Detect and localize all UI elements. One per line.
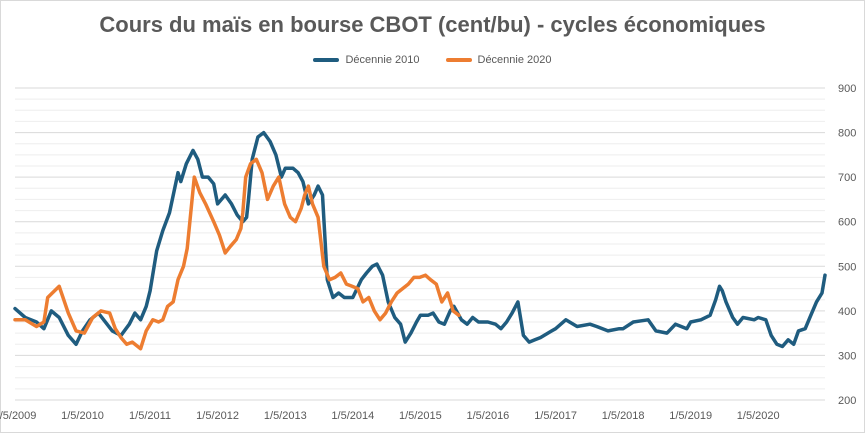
y-tick-label: 800: [838, 128, 856, 140]
y-tick-label: 500: [838, 261, 856, 273]
x-tick-label: 1/5/2013: [264, 410, 307, 422]
legend-item-series-2: Décennie 2020: [445, 54, 552, 66]
legend-label-series-1: Décennie 2010: [345, 54, 420, 66]
y-tick-label: 200: [838, 395, 856, 407]
x-tick-label: 1/5/2014: [331, 410, 374, 422]
x-tick-label: 1/5/2009: [0, 410, 36, 422]
y-tick-label: 900: [838, 83, 856, 95]
y-tick-label: 300: [838, 350, 856, 362]
y-axis-ticks: 200 300 400 500 600 700 800 900: [838, 83, 856, 407]
x-tick-label: 1/5/2017: [534, 410, 577, 422]
chart-legend: Décennie 2010 Décennie 2020: [0, 54, 865, 66]
x-tick-label: 1/5/2019: [669, 410, 712, 422]
legend-swatch-series-2: [445, 58, 472, 62]
x-axis-ticks: 1/5/2009 1/5/2010 1/5/2011 1/5/2012 1/5/2013…: [0, 410, 780, 422]
x-tick-label: 1/5/2010: [61, 410, 104, 422]
x-tick-label: 1/5/2016: [466, 410, 509, 422]
x-tick-label: 1/5/2012: [196, 410, 239, 422]
chart-title: Cours du maïs en bourse CBOT (cent/bu) -…: [99, 12, 766, 37]
y-tick-label: 600: [838, 217, 856, 229]
x-tick-label: 1/5/2018: [602, 410, 645, 422]
x-tick-label: 1/5/2015: [399, 410, 442, 422]
x-tick-label: 1/5/2020: [737, 410, 780, 422]
series-line-1: [13, 130, 827, 349]
legend-label-series-2: Décennie 2020: [477, 54, 552, 66]
y-tick-label: 400: [838, 306, 856, 318]
legend-swatch-series-1: [313, 58, 340, 62]
series-lines: [13, 130, 827, 351]
x-tick-label: 1/5/2011: [129, 410, 171, 422]
y-tick-label: 700: [838, 172, 856, 184]
gridlines: [15, 87, 825, 401]
legend-item-series-1: Décennie 2010: [313, 54, 420, 66]
series-line-2: [13, 157, 461, 351]
